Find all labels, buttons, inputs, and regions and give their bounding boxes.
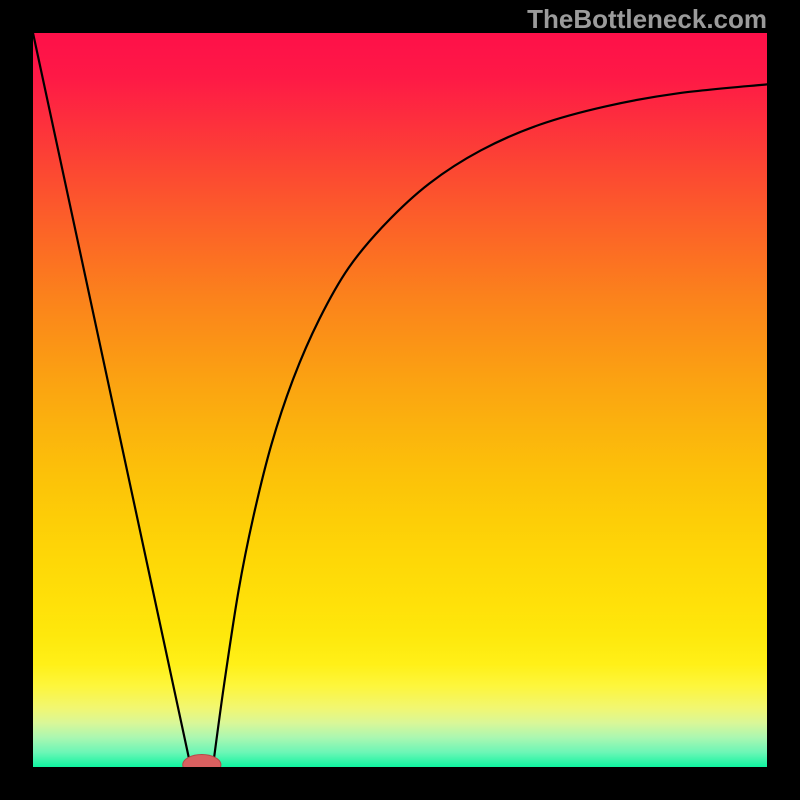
curve-left-branch: [33, 33, 191, 767]
chart-frame: TheBottleneck.com: [0, 0, 800, 800]
curve-right-branch: [213, 84, 767, 767]
curve-layer: [33, 33, 767, 767]
plot-area: [33, 33, 767, 767]
watermark-text: TheBottleneck.com: [527, 4, 767, 35]
